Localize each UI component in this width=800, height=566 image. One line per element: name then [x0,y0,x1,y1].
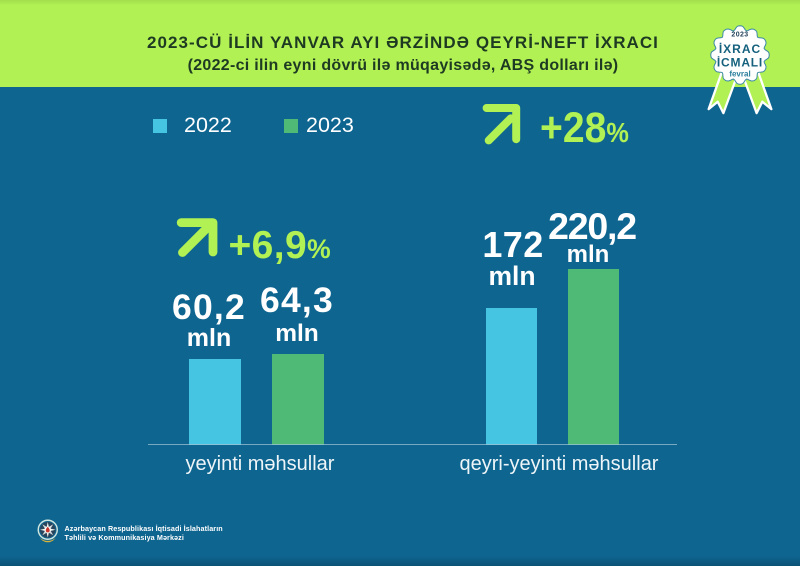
svg-text:2023: 2023 [731,32,748,39]
svg-text:fevral: fevral [729,70,750,79]
svg-text:İXRAC: İXRAC [719,41,761,56]
svg-text:İCMALI: İCMALI [717,54,763,69]
